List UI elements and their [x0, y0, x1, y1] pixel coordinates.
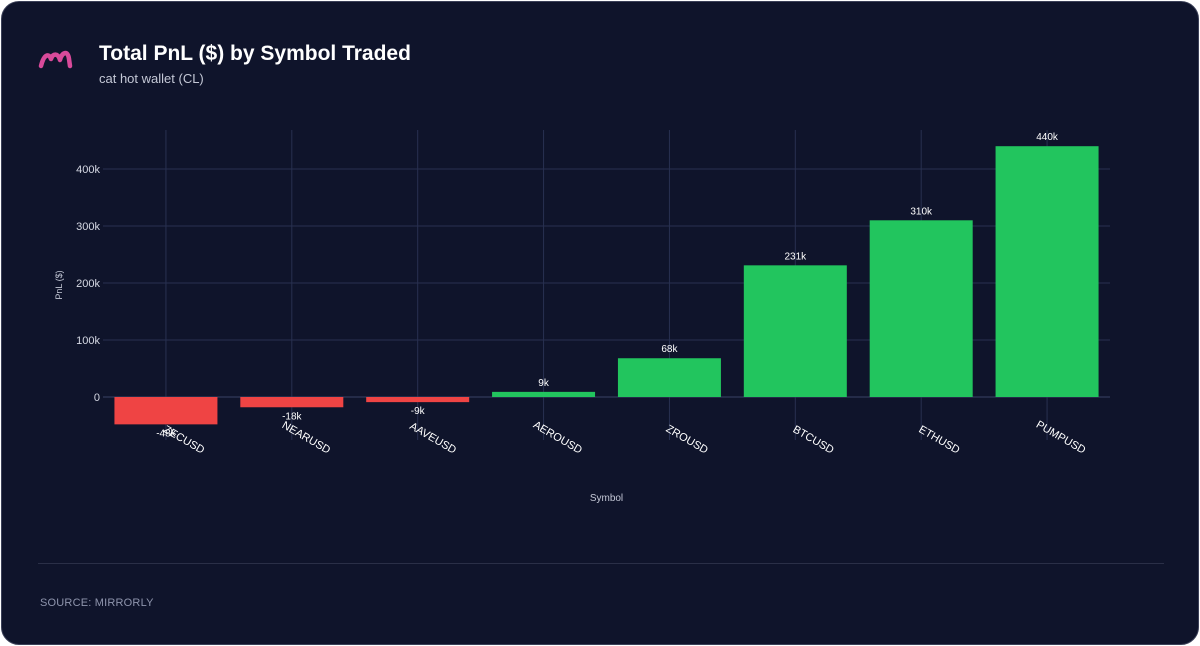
data-label: -9k — [411, 406, 426, 417]
data-label: 310k — [910, 206, 933, 217]
footer-divider — [38, 563, 1164, 564]
data-label: 9k — [538, 378, 550, 389]
chart-title: Total PnL ($) by Symbol Traded — [99, 42, 411, 65]
y-tick-label: 0 — [94, 392, 100, 404]
data-label: 440k — [1036, 132, 1059, 143]
bar-zrousd — [617, 358, 721, 397]
data-label: -18k — [282, 411, 302, 422]
chart-subtitle: cat hot wallet (CL) — [99, 71, 204, 86]
y-tick-label: 300k — [76, 221, 100, 233]
y-tick-label: 200k — [76, 278, 100, 290]
x-tick-label: ZECUSD — [161, 424, 206, 457]
x-tick-label: ZROUSD — [664, 423, 710, 457]
data-label: 68k — [661, 344, 678, 355]
mirrorly-logo-icon — [38, 50, 73, 69]
data-label: -48k — [156, 428, 176, 439]
x-tick-label: AEROUSD — [531, 419, 584, 457]
x-tick-label: AAVEUSD — [407, 420, 458, 456]
bar-ethusd — [869, 220, 973, 397]
y-axis-title: PnL ($) — [54, 270, 64, 299]
x-tick-label: NEARUSD — [280, 419, 333, 456]
x-tick-label: ETHUSD — [917, 424, 962, 457]
bar-pumpusd — [995, 146, 1099, 397]
x-tick-label: BTCUSD — [791, 424, 836, 457]
y-tick-label: 400k — [76, 164, 100, 176]
bar-zecusd — [114, 397, 218, 425]
bar-aerousd — [492, 391, 596, 397]
bar-btcusd — [743, 265, 847, 397]
bar-nearusd — [240, 397, 344, 408]
x-axis-title: Symbol — [590, 493, 623, 504]
data-label: 231k — [784, 251, 807, 262]
source-note: SOURCE: MIRRORLY — [40, 597, 154, 609]
x-tick-label: PUMPUSD — [1034, 419, 1088, 457]
y-tick-label: 100k — [76, 335, 100, 347]
bar-aaveusd — [366, 397, 470, 403]
